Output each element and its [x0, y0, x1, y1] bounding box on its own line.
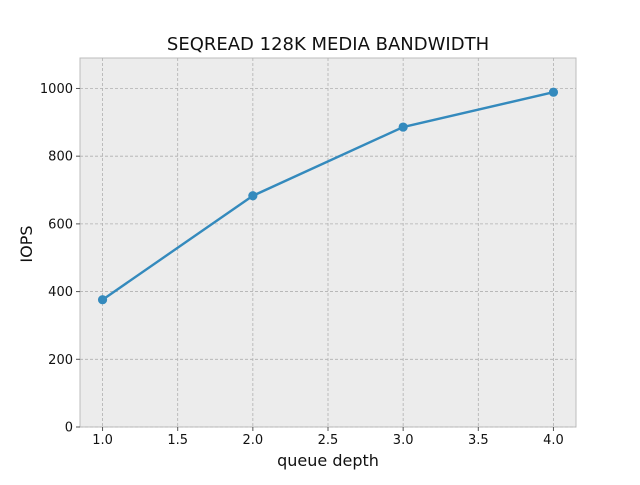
- x-axis-label: queue depth: [277, 451, 379, 470]
- axis-ticks: 1.0 1.5 2.0 2.5 3.0 3.5 4.0 0 200 400 600 800 1000: [40, 82, 564, 448]
- x-tick-label: 2.5: [318, 433, 339, 448]
- y-tick-label: 0: [65, 421, 73, 436]
- x-tick-label: 2.0: [243, 433, 264, 448]
- x-tick-label: 4.0: [543, 433, 564, 448]
- data-point: [398, 122, 408, 132]
- y-tick-label: 600: [48, 217, 73, 232]
- chart-title: SEQREAD 128K MEDIA BANDWIDTH: [167, 34, 489, 55]
- x-tick-label: 1.0: [92, 433, 113, 448]
- x-tick-label: 3.0: [393, 433, 414, 448]
- data-point: [548, 87, 559, 97]
- x-tick-label: 1.5: [167, 433, 188, 448]
- y-axis-label: IOPS: [17, 225, 36, 262]
- x-tick-label: 3.5: [468, 433, 489, 448]
- y-tick-label: 1000: [40, 82, 73, 97]
- series-layer: [97, 87, 559, 305]
- y-tick-label: 400: [48, 285, 73, 300]
- y-tick-label: 200: [48, 353, 73, 368]
- grid-lines: [80, 58, 576, 428]
- data-point: [97, 295, 108, 305]
- data-point: [248, 191, 258, 201]
- y-tick-label: 800: [48, 150, 73, 165]
- series-line: [101, 91, 554, 301]
